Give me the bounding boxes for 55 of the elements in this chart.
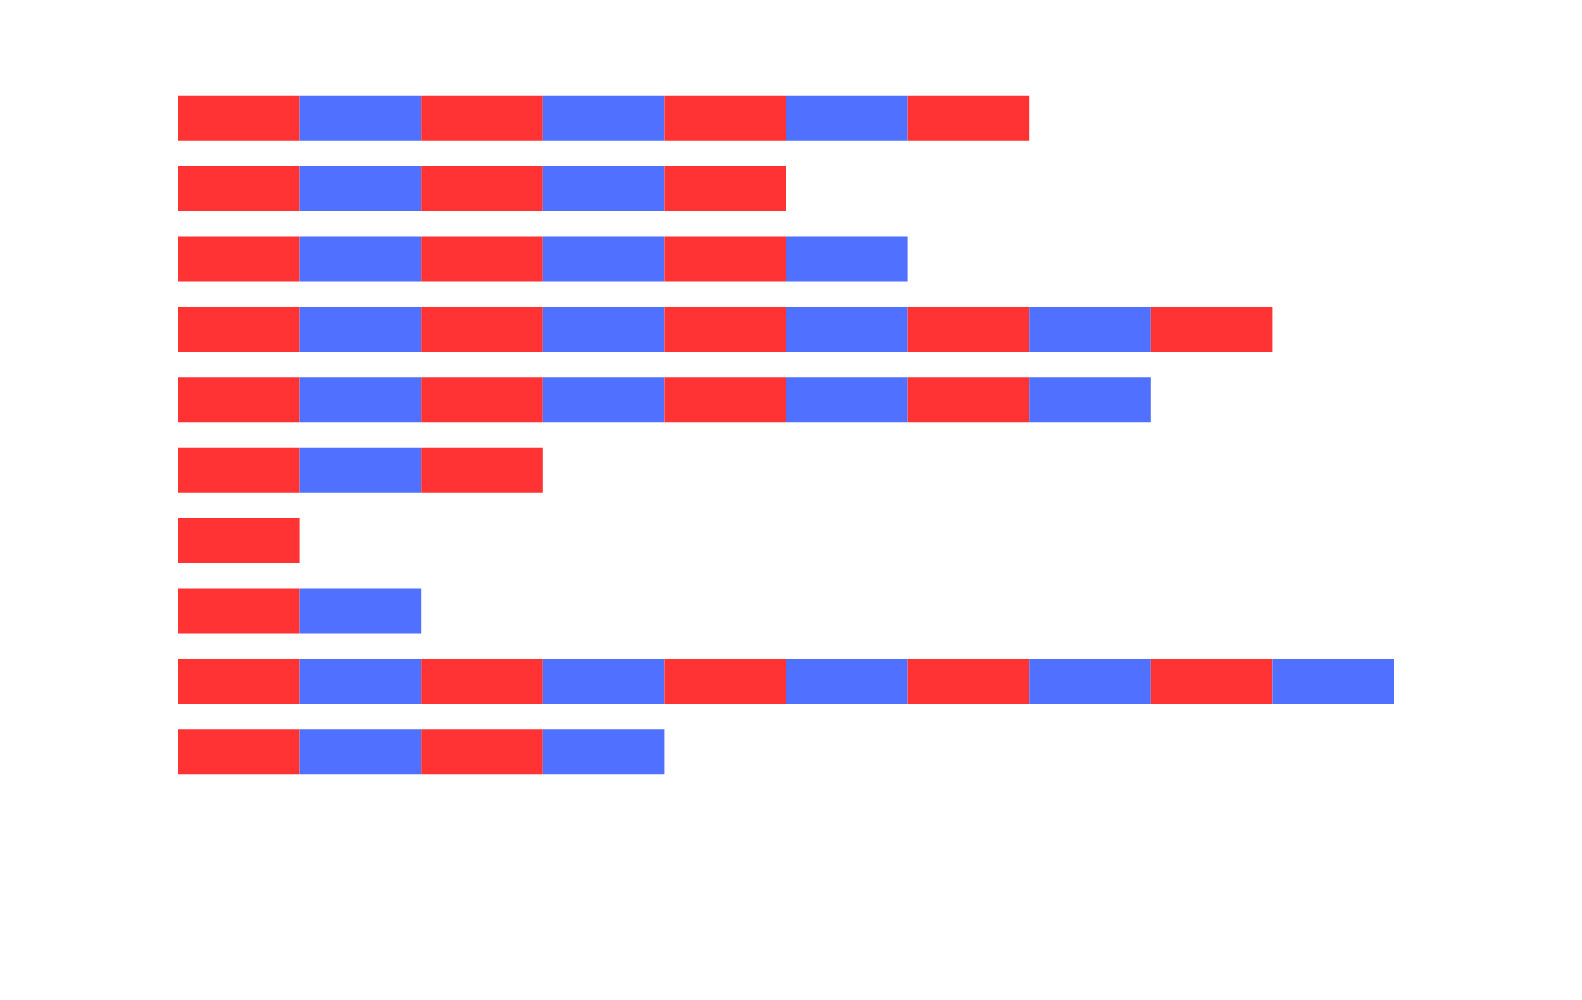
- bar: [664, 377, 786, 423]
- bar: [178, 236, 300, 282]
- bar: [178, 729, 300, 775]
- bar: [421, 658, 543, 704]
- bar: [178, 95, 300, 141]
- bar: [299, 306, 422, 352]
- bar: [421, 236, 543, 282]
- bar: [299, 658, 422, 704]
- bar: [542, 729, 665, 775]
- bar: [421, 306, 543, 352]
- bar: [1029, 377, 1151, 423]
- bar: [178, 447, 300, 493]
- bar: [178, 166, 300, 212]
- bar: [542, 377, 665, 423]
- bar: [178, 518, 300, 564]
- bar: [542, 236, 665, 282]
- bar: [421, 447, 543, 493]
- bar: [421, 95, 543, 141]
- bar: [542, 95, 665, 141]
- bar: [907, 95, 1030, 141]
- bar: [299, 166, 422, 212]
- bar: [299, 95, 422, 141]
- bar: [1029, 658, 1151, 704]
- bar: [421, 166, 543, 212]
- bar: [786, 377, 908, 423]
- bar: [542, 306, 665, 352]
- bar: [299, 236, 422, 282]
- bar: [1150, 658, 1273, 704]
- bar: [786, 658, 908, 704]
- bar: [421, 377, 543, 423]
- bar: [907, 306, 1030, 352]
- bar: [786, 236, 908, 282]
- bar: [421, 729, 543, 775]
- bar: [664, 166, 786, 212]
- bar: [786, 306, 908, 352]
- bar: [178, 658, 300, 704]
- bar: [542, 166, 665, 212]
- bar: [664, 95, 786, 141]
- bar: [664, 236, 786, 282]
- bar: [1150, 306, 1273, 352]
- bar: [299, 447, 422, 493]
- bar: [907, 377, 1030, 423]
- bar: [786, 95, 908, 141]
- bar: [299, 377, 422, 423]
- bar: [178, 306, 300, 352]
- bar: [907, 658, 1030, 704]
- bar: [542, 658, 665, 704]
- bar: [1272, 658, 1394, 704]
- bar: [178, 588, 300, 634]
- bar: [299, 729, 422, 775]
- bar: [664, 306, 786, 352]
- bar: [664, 658, 786, 704]
- bar: [1029, 306, 1151, 352]
- bar: [299, 588, 422, 634]
- bar: [178, 377, 300, 423]
